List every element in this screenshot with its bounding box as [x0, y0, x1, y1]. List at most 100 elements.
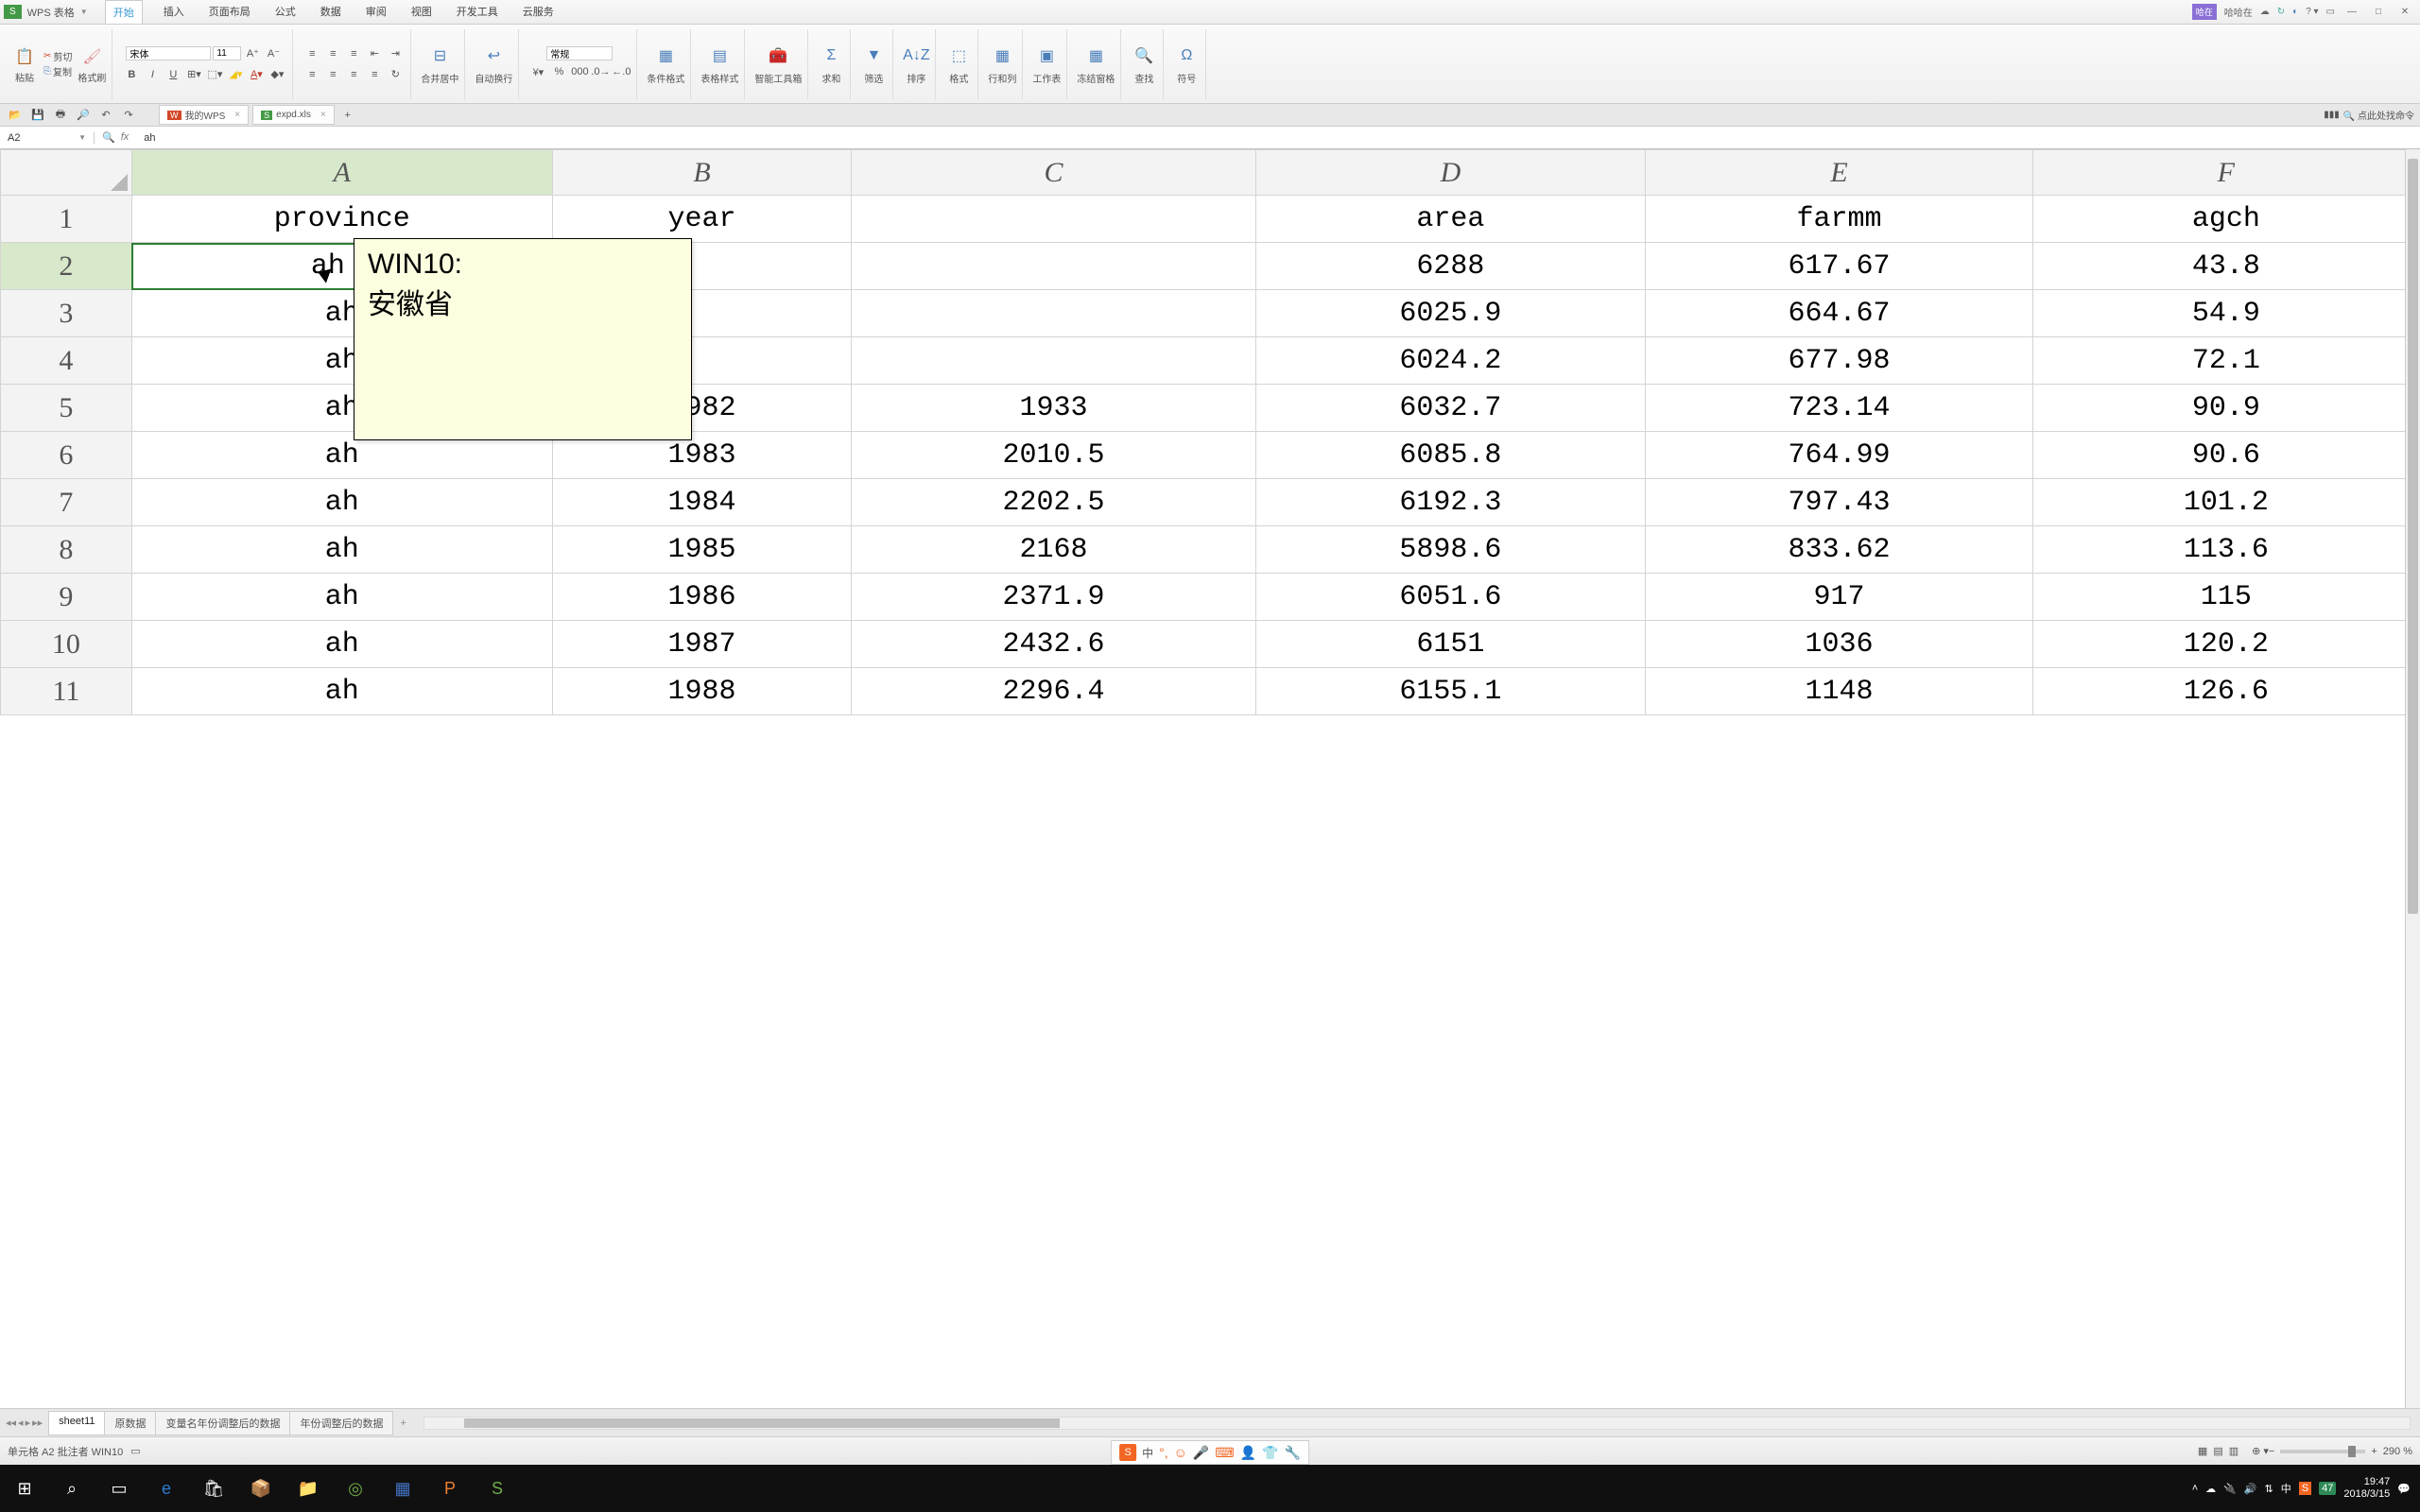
cell-3-F[interactable]: 54.9 [2032, 290, 2419, 337]
cell-6-C[interactable]: 2010.5 [852, 432, 1255, 479]
cell-5-F[interactable]: 90.9 [2032, 385, 2419, 432]
cell-10-C[interactable]: 2432.6 [852, 621, 1255, 668]
barcode-icon[interactable]: ▮▮▮ [2324, 110, 2340, 120]
cond-format-icon[interactable]: ▦ [652, 43, 679, 69]
cell-11-F[interactable]: 126.6 [2032, 668, 2419, 715]
help-icon[interactable]: ? ▾ [2306, 7, 2318, 17]
cell-4-D[interactable]: 6024.2 [1255, 337, 1646, 385]
maximize-button[interactable]: □ [2369, 7, 2388, 17]
cell-6-D[interactable]: 6085.8 [1255, 432, 1646, 479]
menu-tab-5[interactable]: 审阅 [362, 0, 390, 24]
ime-mode[interactable]: 中 [1142, 1445, 1153, 1461]
symbol-icon[interactable]: Ω [1173, 43, 1200, 69]
edge-icon[interactable]: e [146, 1469, 187, 1507]
view-break-icon[interactable]: ▥ [2229, 1445, 2238, 1457]
row-header-5[interactable]: 5 [1, 385, 132, 432]
print-icon[interactable]: 🖶 [51, 106, 70, 125]
sheet-nav-last-icon[interactable]: ▸▸ [32, 1417, 43, 1429]
ime-punct-icon[interactable]: °, [1159, 1445, 1168, 1460]
cell-2-F[interactable]: 43.8 [2032, 243, 2419, 290]
freeze-icon[interactable]: ▦ [1082, 43, 1109, 69]
doc-tab-0[interactable]: W我的WPS× [159, 105, 249, 125]
cell-8-E[interactable]: 833.62 [1646, 526, 2032, 574]
align-top-icon[interactable]: ≡ [302, 44, 321, 63]
cell-10-B[interactable]: 1987 [552, 621, 852, 668]
worksheet-icon[interactable]: ▣ [1033, 43, 1060, 69]
cell-8-B[interactable]: 1985 [552, 526, 852, 574]
cell-10-D[interactable]: 6151 [1255, 621, 1646, 668]
rows-cols-icon[interactable]: ▦ [989, 43, 1015, 69]
zoom-value[interactable]: 290 % [2383, 1446, 2412, 1457]
cell-4-F[interactable]: 72.1 [2032, 337, 2419, 385]
cell-11-D[interactable]: 6155.1 [1255, 668, 1646, 715]
cell-6-F[interactable]: 90.6 [2032, 432, 2419, 479]
onedrive-icon[interactable]: ☁ [2205, 1483, 2216, 1495]
zoom-slider[interactable] [2280, 1450, 2365, 1453]
cloud-icon[interactable]: ☁ [2260, 7, 2270, 17]
align-center-icon[interactable]: ≡ [323, 65, 342, 84]
wrap-text-icon[interactable]: ↩ [480, 43, 507, 69]
close-tab-icon[interactable]: × [320, 110, 326, 120]
cell-9-E[interactable]: 917 [1646, 574, 2032, 621]
cut-button[interactable]: ✂剪切 [43, 49, 72, 63]
format-icon[interactable]: ⬚ [945, 43, 972, 69]
close-tab-icon[interactable]: × [234, 110, 240, 120]
sheet-nav-next-icon[interactable]: ▸ [26, 1417, 31, 1429]
ime-tool-icon[interactable]: 🔧 [1284, 1445, 1300, 1461]
cell-style-button[interactable]: ⬚▾ [205, 65, 224, 84]
font-name-select[interactable] [126, 46, 211, 60]
cell-8-C[interactable]: 2168 [852, 526, 1255, 574]
cell-11-A[interactable]: ah [131, 668, 552, 715]
search-fn-icon[interactable]: 🔍 [102, 131, 115, 144]
zoom-in-button[interactable]: + [2371, 1446, 2377, 1457]
cell-7-B[interactable]: 1984 [552, 479, 852, 526]
align-bot-icon[interactable]: ≡ [344, 44, 363, 63]
power-icon[interactable]: 🔌 [2223, 1483, 2237, 1495]
cell-7-A[interactable]: ah [131, 479, 552, 526]
search-commands[interactable]: 🔍 点此处找命令 [2343, 108, 2414, 122]
cell-1-A[interactable]: province [131, 196, 552, 243]
col-header-C[interactable]: C [852, 150, 1255, 196]
vertical-scrollbar[interactable] [2405, 149, 2420, 1408]
menu-tab-7[interactable]: 开发工具 [453, 0, 502, 24]
cell-7-D[interactable]: 6192.3 [1255, 479, 1646, 526]
system-tray[interactable]: ˄ ☁ 🔌 🔊 ⇅ 中 S 47 19:47 2018/3/15 💬 [2192, 1476, 2416, 1501]
cell-1-E[interactable]: farmm [1646, 196, 2032, 243]
cell-9-D[interactable]: 6051.6 [1255, 574, 1646, 621]
row-header-9[interactable]: 9 [1, 574, 132, 621]
cell-9-F[interactable]: 115 [2032, 574, 2419, 621]
network-icon[interactable]: ⇅ [2265, 1483, 2273, 1495]
cell-2-C[interactable] [852, 243, 1255, 290]
cell-3-C[interactable] [852, 290, 1255, 337]
dec-dec-icon[interactable]: ←.0 [612, 62, 631, 81]
ime-user-icon[interactable]: 👤 [1240, 1445, 1256, 1461]
increase-font-icon[interactable]: A⁺ [243, 44, 262, 63]
row-header-10[interactable]: 10 [1, 621, 132, 668]
select-all-corner[interactable] [1, 150, 132, 196]
sum-icon[interactable]: Σ [818, 43, 844, 69]
menu-tab-6[interactable]: 视图 [407, 0, 436, 24]
cell-5-E[interactable]: 723.14 [1646, 385, 2032, 432]
cell-11-B[interactable]: 1988 [552, 668, 852, 715]
fx-icon[interactable]: fx [121, 131, 130, 144]
row-header-8[interactable]: 8 [1, 526, 132, 574]
cell-8-F[interactable]: 113.6 [2032, 526, 2419, 574]
menu-tab-0[interactable]: 开始 [105, 0, 143, 24]
task-view-button[interactable]: ▭ [98, 1469, 140, 1507]
fill-color-button[interactable]: ◢▾ [226, 65, 245, 84]
row-header-2[interactable]: 2 [1, 243, 132, 290]
cell-1-D[interactable]: area [1255, 196, 1646, 243]
wps-ppt-icon[interactable]: P [429, 1469, 471, 1507]
col-header-D[interactable]: D [1255, 150, 1646, 196]
paste-icon[interactable]: 📋 [11, 43, 38, 70]
tray-up-icon[interactable]: ˄ [2192, 1483, 2198, 1494]
battery-icon[interactable]: 47 [2319, 1482, 2336, 1495]
sort-icon[interactable]: A↓Z [903, 43, 929, 69]
font-size-select[interactable] [213, 46, 241, 60]
cell-8-A[interactable]: ah [131, 526, 552, 574]
minimize-button[interactable]: — [2342, 7, 2361, 17]
ime-bar[interactable]: S 中 °, ☺ 🎤 ⌨ 👤 👕 🔧 [1111, 1440, 1309, 1465]
ime-mic-icon[interactable]: 🎤 [1193, 1445, 1209, 1461]
browser-icon[interactable]: ◎ [335, 1469, 376, 1507]
col-header-F[interactable]: F [2032, 150, 2419, 196]
